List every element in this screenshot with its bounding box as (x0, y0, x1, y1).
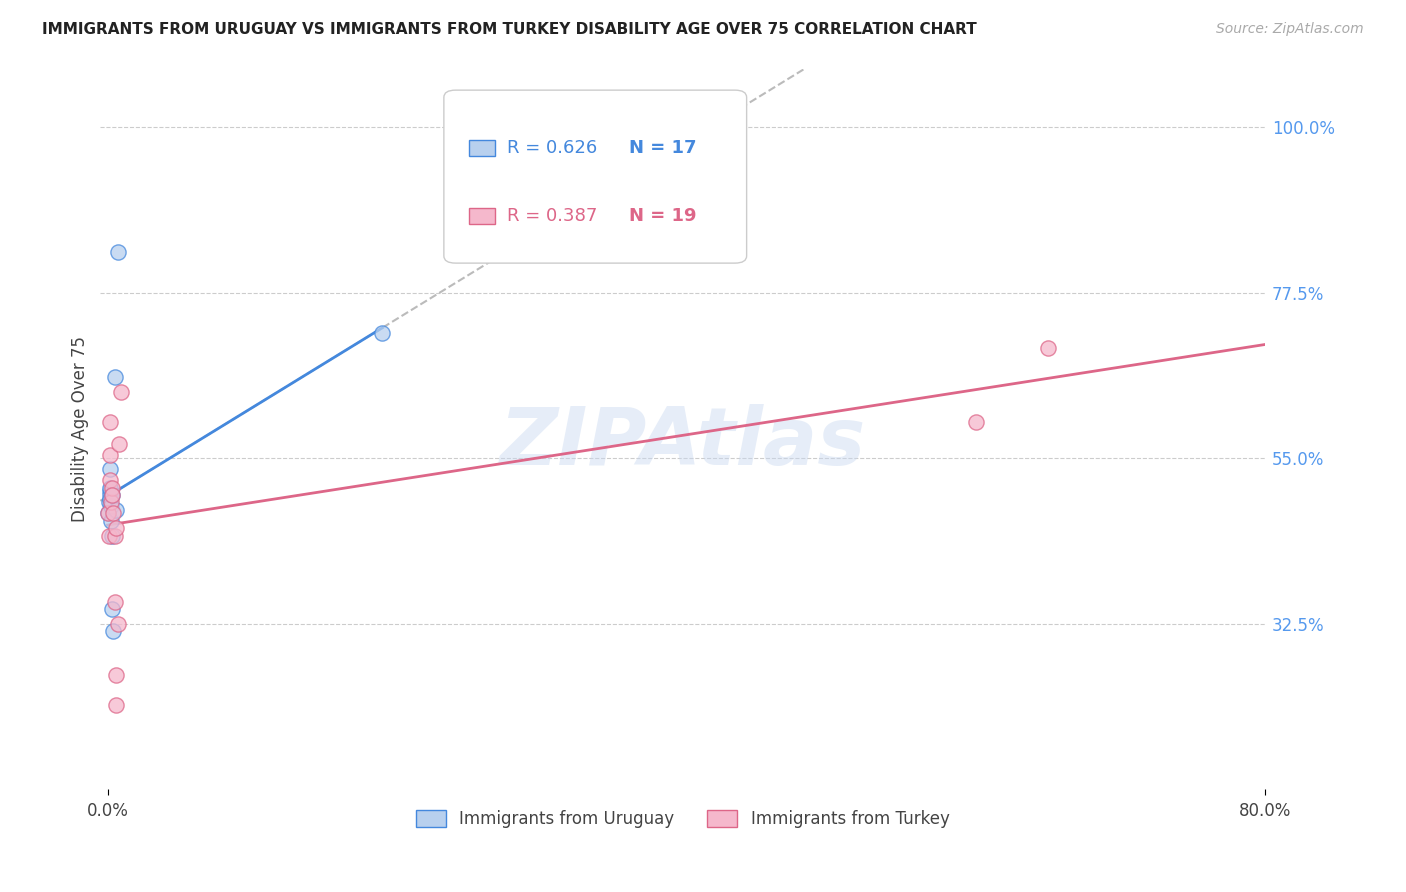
Y-axis label: Disability Age Over 75: Disability Age Over 75 (72, 336, 89, 522)
Point (100, 448, 122, 462)
Point (101, 481, 124, 495)
Point (100, 491, 122, 506)
Point (98, 495, 121, 509)
Point (101, 488, 124, 502)
FancyBboxPatch shape (444, 90, 747, 263)
Point (100, 481, 122, 495)
Point (104, 370, 127, 384)
Point (105, 521, 128, 535)
Point (97, 507, 120, 521)
FancyBboxPatch shape (470, 140, 495, 156)
Point (100, 462, 122, 476)
Point (103, 624, 125, 639)
Point (104, 528, 127, 542)
Point (105, 668, 128, 682)
Point (100, 495, 122, 509)
Point (100, 415, 122, 429)
Point (97, 507, 120, 521)
Point (103, 507, 125, 521)
Point (108, 436, 131, 450)
Point (110, 385, 132, 400)
Point (104, 595, 127, 609)
Point (101, 602, 124, 616)
Text: IMMIGRANTS FROM URUGUAY VS IMMIGRANTS FROM TURKEY DISABILITY AGE OVER 75 CORRELA: IMMIGRANTS FROM URUGUAY VS IMMIGRANTS FR… (42, 22, 977, 37)
Point (105, 698, 128, 712)
Point (101, 528, 124, 542)
Point (965, 415, 987, 429)
Point (105, 502, 128, 516)
Legend: Immigrants from Uruguay, Immigrants from Turkey: Immigrants from Uruguay, Immigrants from… (409, 804, 956, 835)
Point (98, 484, 121, 499)
FancyBboxPatch shape (470, 209, 495, 224)
Text: ZIPAtlas: ZIPAtlas (499, 404, 866, 483)
Text: R = 0.626: R = 0.626 (506, 139, 598, 157)
Point (371, 326, 394, 341)
Text: N = 19: N = 19 (628, 207, 696, 226)
Point (100, 499, 122, 513)
Point (101, 488, 124, 502)
Point (107, 616, 129, 631)
Text: Source: ZipAtlas.com: Source: ZipAtlas.com (1216, 22, 1364, 37)
Text: R = 0.387: R = 0.387 (506, 207, 598, 226)
Point (1036, 341, 1059, 355)
Point (98, 474, 121, 488)
Point (98, 488, 121, 502)
Point (107, 245, 129, 260)
Text: N = 17: N = 17 (628, 139, 696, 157)
Point (100, 514, 122, 528)
Point (98, 528, 121, 542)
